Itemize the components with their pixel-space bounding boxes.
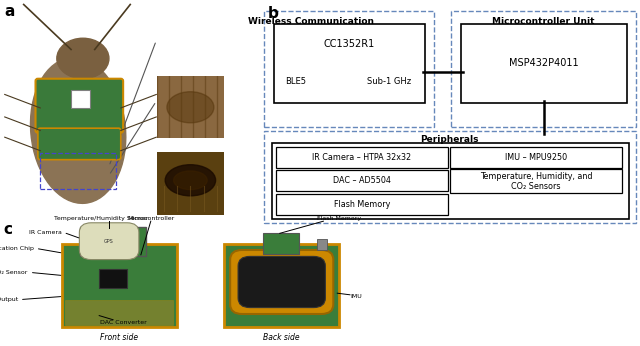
Bar	[317, 239, 328, 250]
FancyBboxPatch shape	[61, 244, 177, 327]
Bar	[71, 90, 90, 108]
Text: Microcontroller Unit: Microcontroller Unit	[492, 17, 595, 26]
Ellipse shape	[173, 171, 207, 190]
Text: IR Camera – HTPA 32x32: IR Camera – HTPA 32x32	[312, 153, 412, 162]
Text: a: a	[4, 4, 15, 19]
Text: 4-channel Stimulation Output: 4-channel Stimulation Output	[0, 297, 18, 302]
FancyBboxPatch shape	[262, 233, 299, 254]
Text: DAC – AD5504: DAC – AD5504	[333, 176, 390, 185]
Text: Sub-1 GHz: Sub-1 GHz	[367, 77, 412, 86]
Text: IMU – MPU9250: IMU – MPU9250	[505, 153, 567, 162]
Text: Wireless Communication: Wireless Communication	[248, 17, 374, 26]
FancyBboxPatch shape	[79, 223, 139, 260]
Text: Microcontroller: Microcontroller	[127, 216, 175, 221]
Text: Peripherals: Peripherals	[420, 135, 479, 144]
FancyBboxPatch shape	[36, 79, 123, 133]
Text: Communication Chip: Communication Chip	[0, 246, 34, 251]
FancyBboxPatch shape	[224, 244, 339, 327]
Text: Flash Memory: Flash Memory	[317, 216, 362, 221]
Text: GPS: GPS	[104, 238, 114, 244]
FancyBboxPatch shape	[461, 24, 627, 103]
Text: Front side: Front side	[100, 333, 138, 342]
Ellipse shape	[165, 165, 216, 196]
FancyBboxPatch shape	[274, 24, 425, 103]
Text: Flash Memory: Flash Memory	[333, 200, 390, 209]
Ellipse shape	[167, 92, 214, 123]
FancyBboxPatch shape	[230, 250, 333, 314]
FancyBboxPatch shape	[272, 143, 628, 219]
Text: IMU: IMU	[350, 294, 362, 299]
Text: c: c	[3, 222, 12, 237]
Text: DAC Converter: DAC Converter	[100, 320, 147, 325]
Text: Temperature/Humidity Sensor: Temperature/Humidity Sensor	[54, 216, 148, 221]
FancyBboxPatch shape	[450, 147, 622, 168]
Text: Back side: Back side	[264, 333, 300, 342]
FancyBboxPatch shape	[238, 256, 325, 308]
FancyBboxPatch shape	[276, 170, 448, 191]
Text: CC1352R1: CC1352R1	[324, 38, 375, 48]
Text: b: b	[268, 6, 279, 21]
FancyBboxPatch shape	[80, 227, 146, 256]
Text: Temperature, Humidity, and
CO₂ Sensors: Temperature, Humidity, and CO₂ Sensors	[480, 172, 593, 191]
Text: BLE5: BLE5	[285, 77, 306, 86]
FancyBboxPatch shape	[65, 300, 173, 325]
Text: IR Camera: IR Camera	[29, 230, 61, 235]
FancyBboxPatch shape	[450, 169, 622, 193]
Ellipse shape	[57, 38, 109, 79]
FancyBboxPatch shape	[276, 194, 448, 215]
FancyBboxPatch shape	[38, 128, 121, 160]
Bar	[99, 269, 127, 289]
Text: MSP432P4011: MSP432P4011	[509, 58, 579, 68]
Text: CO₂ Sensor: CO₂ Sensor	[0, 270, 28, 275]
FancyBboxPatch shape	[276, 147, 448, 168]
Ellipse shape	[31, 57, 126, 203]
